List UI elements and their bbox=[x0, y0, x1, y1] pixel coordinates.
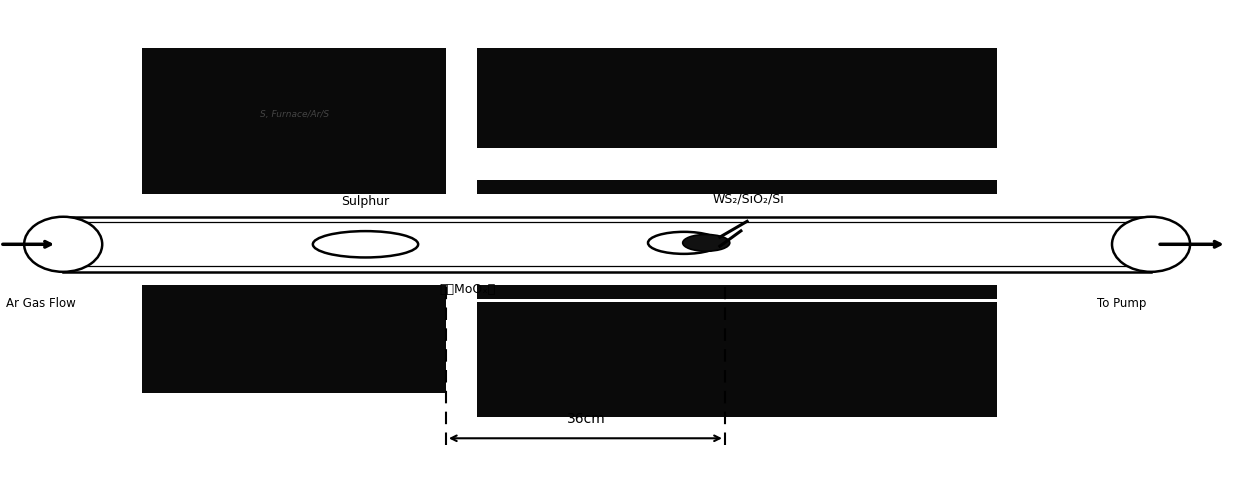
Text: Ar Gas Flow: Ar Gas Flow bbox=[6, 297, 76, 310]
Bar bbox=[142, 48, 446, 182]
Text: Sulphur: Sulphur bbox=[342, 195, 389, 208]
Bar bbox=[142, 297, 446, 393]
Bar bbox=[477, 285, 997, 299]
Ellipse shape bbox=[25, 217, 102, 272]
Bar bbox=[142, 180, 446, 194]
Bar bbox=[63, 217, 1151, 272]
Ellipse shape bbox=[648, 232, 720, 254]
Ellipse shape bbox=[312, 231, 419, 258]
Text: S, Furnace/Ar/S: S, Furnace/Ar/S bbox=[260, 111, 328, 119]
Ellipse shape bbox=[1113, 217, 1189, 272]
Bar bbox=[142, 285, 446, 299]
Text: 36cm: 36cm bbox=[566, 412, 606, 426]
Bar bbox=[477, 302, 997, 417]
Ellipse shape bbox=[683, 235, 730, 251]
Text: To Pump: To Pump bbox=[1097, 297, 1146, 310]
Bar bbox=[477, 180, 997, 194]
Bar bbox=[477, 48, 997, 148]
Text: WS₂/SiO₂/Si: WS₂/SiO₂/Si bbox=[712, 193, 784, 206]
Text: 拦形MoOₓ箅: 拦形MoOₓ箅 bbox=[440, 283, 496, 296]
